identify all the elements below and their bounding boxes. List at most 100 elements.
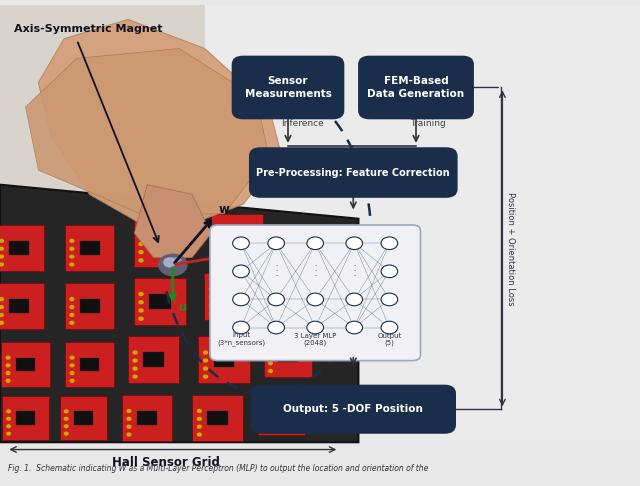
Circle shape [346, 321, 362, 334]
Circle shape [268, 293, 284, 306]
Ellipse shape [163, 257, 182, 263]
Circle shape [275, 307, 278, 310]
Circle shape [139, 251, 143, 254]
FancyBboxPatch shape [270, 269, 319, 314]
Circle shape [127, 417, 131, 420]
Circle shape [0, 263, 3, 266]
Circle shape [275, 299, 278, 302]
Circle shape [7, 410, 10, 413]
Circle shape [70, 263, 74, 266]
Circle shape [139, 234, 143, 237]
Circle shape [70, 380, 74, 382]
FancyBboxPatch shape [214, 352, 234, 367]
FancyBboxPatch shape [79, 241, 100, 255]
Circle shape [269, 362, 273, 364]
FancyBboxPatch shape [204, 273, 257, 320]
FancyBboxPatch shape [9, 299, 29, 313]
Circle shape [70, 364, 74, 367]
Polygon shape [38, 19, 282, 224]
FancyBboxPatch shape [80, 358, 99, 371]
FancyBboxPatch shape [65, 225, 114, 271]
FancyBboxPatch shape [220, 289, 241, 304]
FancyBboxPatch shape [264, 332, 312, 377]
Circle shape [209, 312, 213, 315]
Text: Output
(5): Output (5) [377, 332, 401, 346]
Circle shape [139, 259, 143, 262]
FancyBboxPatch shape [0, 225, 44, 271]
Circle shape [269, 347, 273, 349]
FancyBboxPatch shape [122, 395, 173, 441]
Circle shape [133, 359, 137, 362]
Circle shape [209, 304, 213, 307]
Circle shape [133, 351, 137, 354]
FancyBboxPatch shape [193, 395, 243, 441]
Circle shape [70, 372, 74, 374]
Circle shape [0, 298, 3, 301]
FancyBboxPatch shape [284, 285, 305, 298]
Circle shape [263, 428, 266, 430]
Circle shape [70, 306, 74, 309]
Circle shape [198, 410, 201, 413]
Circle shape [269, 354, 273, 357]
Circle shape [70, 247, 74, 250]
Circle shape [209, 296, 213, 299]
Circle shape [216, 254, 220, 257]
Circle shape [381, 321, 397, 334]
Circle shape [7, 425, 10, 428]
Circle shape [65, 417, 68, 420]
FancyBboxPatch shape [134, 278, 186, 325]
Circle shape [233, 265, 250, 278]
Text: Pre-Processing: Feature Correction: Pre-Processing: Feature Correction [257, 168, 450, 177]
Circle shape [198, 425, 201, 428]
Circle shape [0, 240, 3, 243]
FancyBboxPatch shape [79, 299, 100, 313]
Circle shape [6, 356, 10, 359]
Text: ·
·
·: · · · [353, 263, 355, 279]
Circle shape [307, 321, 324, 334]
Circle shape [70, 255, 74, 258]
Text: Inference: Inference [282, 119, 324, 128]
Text: Hall Sensor Grid: Hall Sensor Grid [113, 456, 220, 469]
FancyBboxPatch shape [16, 411, 35, 425]
Circle shape [268, 237, 284, 250]
Circle shape [65, 425, 68, 428]
Text: Output: 5 -DOF Position: Output: 5 -DOF Position [284, 404, 423, 414]
Circle shape [65, 410, 68, 413]
FancyBboxPatch shape [0, 5, 512, 442]
Circle shape [164, 258, 175, 267]
FancyBboxPatch shape [226, 231, 248, 245]
Circle shape [139, 243, 143, 245]
Circle shape [0, 313, 3, 316]
Circle shape [233, 321, 250, 334]
FancyBboxPatch shape [60, 397, 107, 439]
Circle shape [204, 375, 207, 378]
FancyBboxPatch shape [65, 283, 114, 329]
FancyBboxPatch shape [74, 411, 93, 425]
Text: Position + Orientation Loss: Position + Orientation Loss [506, 191, 515, 305]
Circle shape [7, 417, 10, 420]
Polygon shape [0, 185, 358, 442]
Circle shape [381, 237, 397, 250]
Text: u: u [178, 301, 186, 314]
FancyBboxPatch shape [0, 5, 525, 219]
Circle shape [263, 413, 266, 415]
Text: 3 Layer MLP
(2048): 3 Layer MLP (2048) [294, 332, 337, 346]
Circle shape [263, 405, 266, 408]
Circle shape [204, 351, 207, 354]
Circle shape [65, 433, 68, 435]
Circle shape [198, 417, 201, 420]
Text: Fig. 1.  Schematic indicating W as a Multi-Layer Perceptron (MLP) to output the : Fig. 1. Schematic indicating W as a Mult… [8, 465, 428, 473]
Text: Training: Training [410, 119, 445, 128]
Circle shape [6, 380, 10, 382]
Polygon shape [26, 49, 269, 214]
FancyBboxPatch shape [205, 5, 640, 442]
Circle shape [216, 229, 220, 232]
Circle shape [0, 306, 3, 309]
FancyBboxPatch shape [149, 294, 171, 309]
Circle shape [6, 372, 10, 374]
FancyBboxPatch shape [207, 411, 228, 425]
Circle shape [70, 313, 74, 316]
Circle shape [216, 238, 220, 241]
FancyBboxPatch shape [128, 336, 179, 383]
Circle shape [70, 240, 74, 243]
